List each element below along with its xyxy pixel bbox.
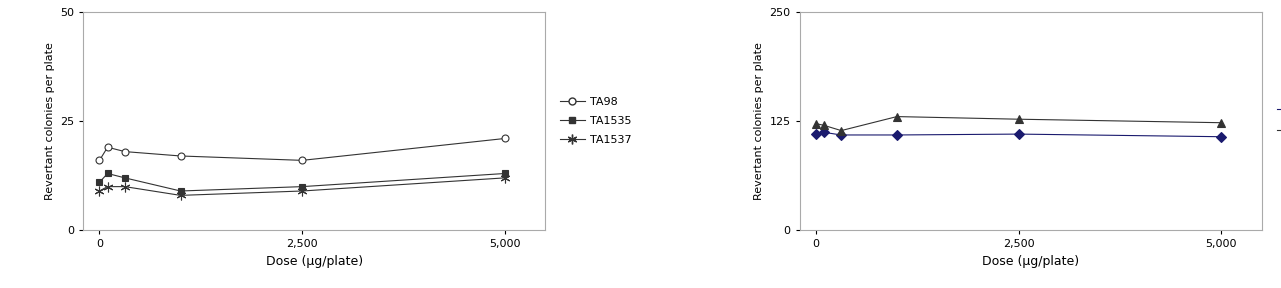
TA100 (816, 131, 831, 134)
WP2 $\it{uvrA}$(pKM101) (1213, 121, 1228, 124)
TA100 (1011, 132, 1026, 136)
TA100 (1213, 135, 1228, 139)
TA1537 (173, 194, 188, 197)
TA98 (497, 137, 512, 140)
TA100 (808, 132, 824, 136)
TA1537 (295, 189, 310, 193)
TA1537 (92, 189, 108, 193)
TA1535 (173, 189, 188, 193)
Legend: TA100, WP2 $\it{uvrA}$(pKM101): TA100, WP2 $\it{uvrA}$(pKM101) (1277, 105, 1281, 137)
WP2 $\it{uvrA}$(pKM101) (808, 122, 824, 125)
TA98 (92, 159, 108, 162)
WP2 $\it{uvrA}$(pKM101) (834, 129, 849, 132)
TA1535 (92, 181, 108, 184)
TA1535 (295, 185, 310, 188)
TA100 (889, 133, 904, 137)
TA98 (173, 154, 188, 158)
TA1535 (497, 172, 512, 175)
Line: TA98: TA98 (96, 135, 509, 164)
TA1535 (117, 176, 132, 180)
Line: TA100: TA100 (812, 129, 1225, 140)
TA1537 (100, 185, 115, 188)
TA1535 (100, 172, 115, 175)
TA100 (834, 133, 849, 137)
Legend: TA98, TA1535, TA1537: TA98, TA1535, TA1537 (560, 97, 632, 145)
TA98 (117, 150, 132, 153)
Line: TA1537: TA1537 (95, 173, 510, 200)
X-axis label: Dose (μg/plate): Dose (μg/plate) (983, 255, 1080, 268)
TA98 (295, 159, 310, 162)
WP2 $\it{uvrA}$(pKM101) (889, 115, 904, 118)
WP2 $\it{uvrA}$(pKM101) (1011, 118, 1026, 121)
Line: WP2 $\it{uvrA}$(pKM101): WP2 $\it{uvrA}$(pKM101) (812, 112, 1226, 135)
Y-axis label: Revertant colonies per plate: Revertant colonies per plate (45, 42, 55, 200)
WP2 $\it{uvrA}$(pKM101) (816, 124, 831, 127)
Y-axis label: Revertant colonies per plate: Revertant colonies per plate (755, 42, 763, 200)
TA1537 (117, 185, 132, 188)
TA98 (100, 145, 115, 149)
X-axis label: Dose (μg/plate): Dose (μg/plate) (265, 255, 363, 268)
Line: TA1535: TA1535 (96, 170, 509, 194)
TA1537 (497, 176, 512, 180)
